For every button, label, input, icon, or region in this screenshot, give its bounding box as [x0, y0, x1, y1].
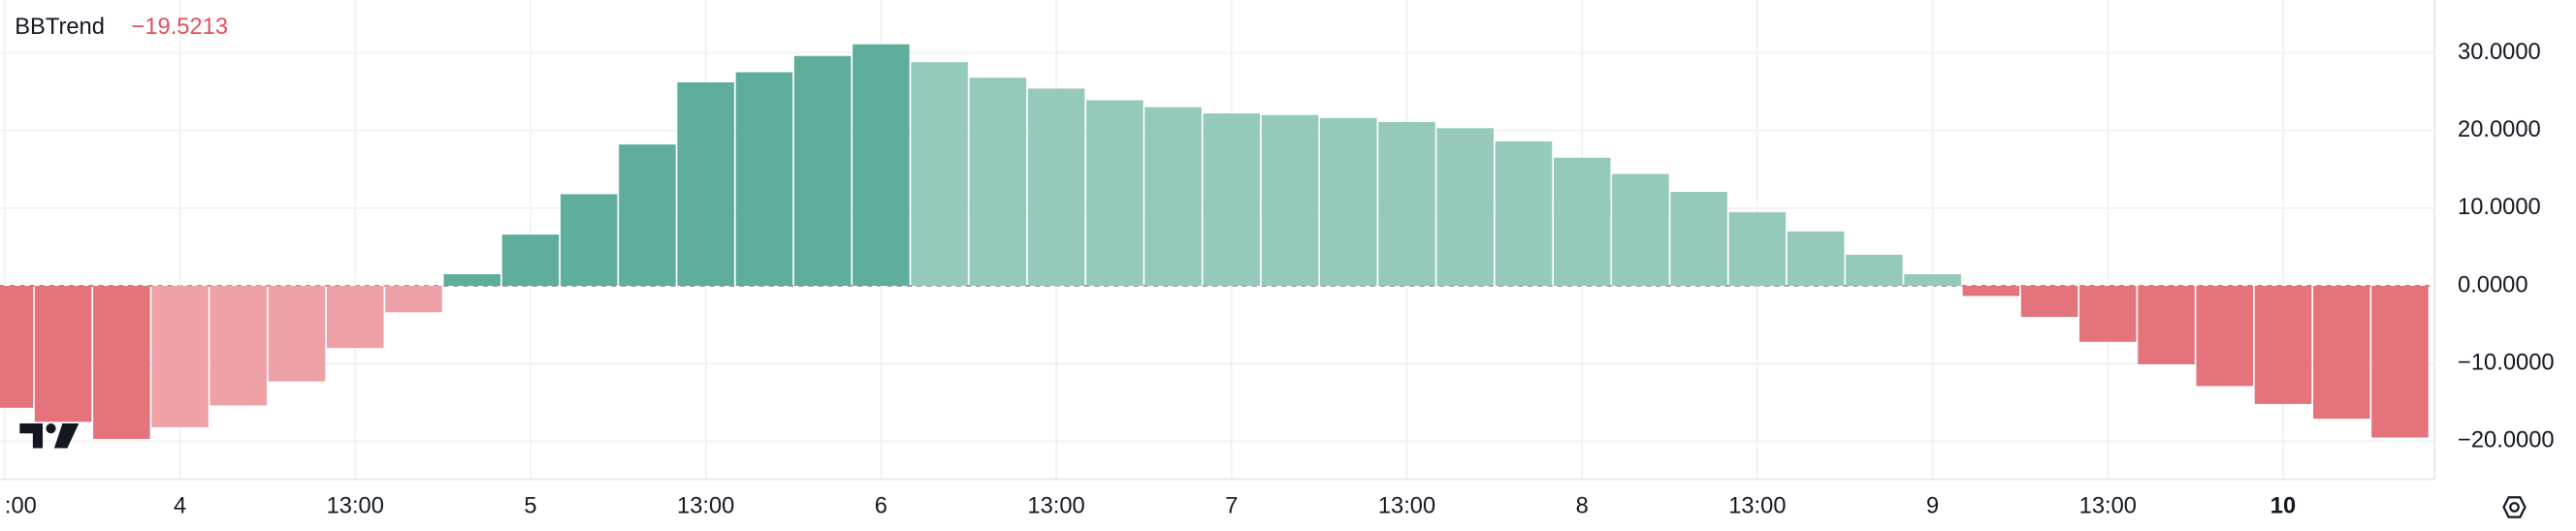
y-tick-label: −10.0000	[2458, 350, 2555, 375]
bar	[1904, 273, 1961, 287]
labels: 30.0000 20.0000 10.0000 0.0000 −10.0000 −20.0…	[5, 40, 2555, 519]
y-tick-label: −20.0000	[2458, 428, 2555, 453]
x-tick-label: 9	[1926, 494, 1939, 519]
bars	[0, 44, 2429, 439]
x-tick-label: 13:00	[1728, 494, 1786, 519]
x-tick-label: 6	[875, 494, 887, 519]
x-tick-label: 4	[174, 494, 186, 519]
bar	[209, 286, 268, 406]
bar	[1086, 100, 1143, 287]
x-tick-label: 13:00	[677, 494, 734, 519]
bar	[1728, 211, 1787, 287]
bar	[1787, 231, 1845, 287]
y-tick-label: 0.0000	[2458, 272, 2528, 297]
bar	[2079, 286, 2137, 342]
bar	[1846, 254, 1903, 287]
bar	[1962, 286, 2020, 297]
bar	[619, 144, 676, 287]
bar	[93, 286, 150, 439]
bar	[1203, 113, 1261, 287]
x-tick-label: 7	[1225, 494, 1238, 519]
bar	[793, 55, 852, 287]
x-tick-label: 13:00	[1378, 494, 1435, 519]
bar	[2020, 286, 2078, 318]
bar	[268, 286, 326, 382]
y-tick-label: 10.0000	[2458, 195, 2541, 220]
x-tick-label: 13:00	[1027, 494, 1084, 519]
bar	[1553, 157, 1611, 287]
bar	[2371, 286, 2429, 438]
bar	[2254, 286, 2312, 404]
tradingview-logo[interactable]	[19, 423, 80, 449]
bar	[1319, 117, 1377, 287]
bar	[0, 286, 34, 408]
bar	[2138, 286, 2195, 364]
bar	[735, 72, 793, 287]
settings-button[interactable]	[2502, 496, 2527, 518]
bar	[853, 44, 910, 287]
x-tick-label: :00	[5, 494, 37, 519]
y-tick-label: 20.0000	[2458, 117, 2541, 142]
bar	[1495, 141, 1553, 287]
bar	[151, 286, 209, 427]
bar	[443, 273, 501, 287]
bar	[677, 81, 734, 287]
x-tick-label: 10	[2270, 494, 2296, 519]
bar	[560, 194, 618, 287]
bar	[911, 62, 968, 287]
bar	[327, 286, 384, 349]
x-tick-label: 13:00	[327, 494, 384, 519]
x-tick-label: 5	[524, 494, 536, 519]
bar	[2312, 286, 2370, 420]
x-tick-label: 8	[1576, 494, 1589, 519]
bar	[1378, 121, 1435, 287]
bar	[1670, 192, 1727, 287]
y-tick-label: 30.0000	[2458, 40, 2541, 65]
bar	[1261, 114, 1319, 287]
bar	[501, 234, 560, 287]
bar	[2196, 286, 2254, 387]
bar	[1612, 173, 1669, 287]
indicator-name: BBTrend	[15, 15, 105, 40]
bar	[1436, 128, 1495, 287]
bar	[1144, 107, 1202, 287]
bar	[1027, 88, 1085, 287]
bar	[34, 286, 92, 422]
bar	[385, 286, 442, 313]
indicator-value: −19.5213	[132, 15, 229, 40]
bar	[969, 78, 1027, 287]
x-tick-label: 13:00	[2079, 494, 2137, 519]
